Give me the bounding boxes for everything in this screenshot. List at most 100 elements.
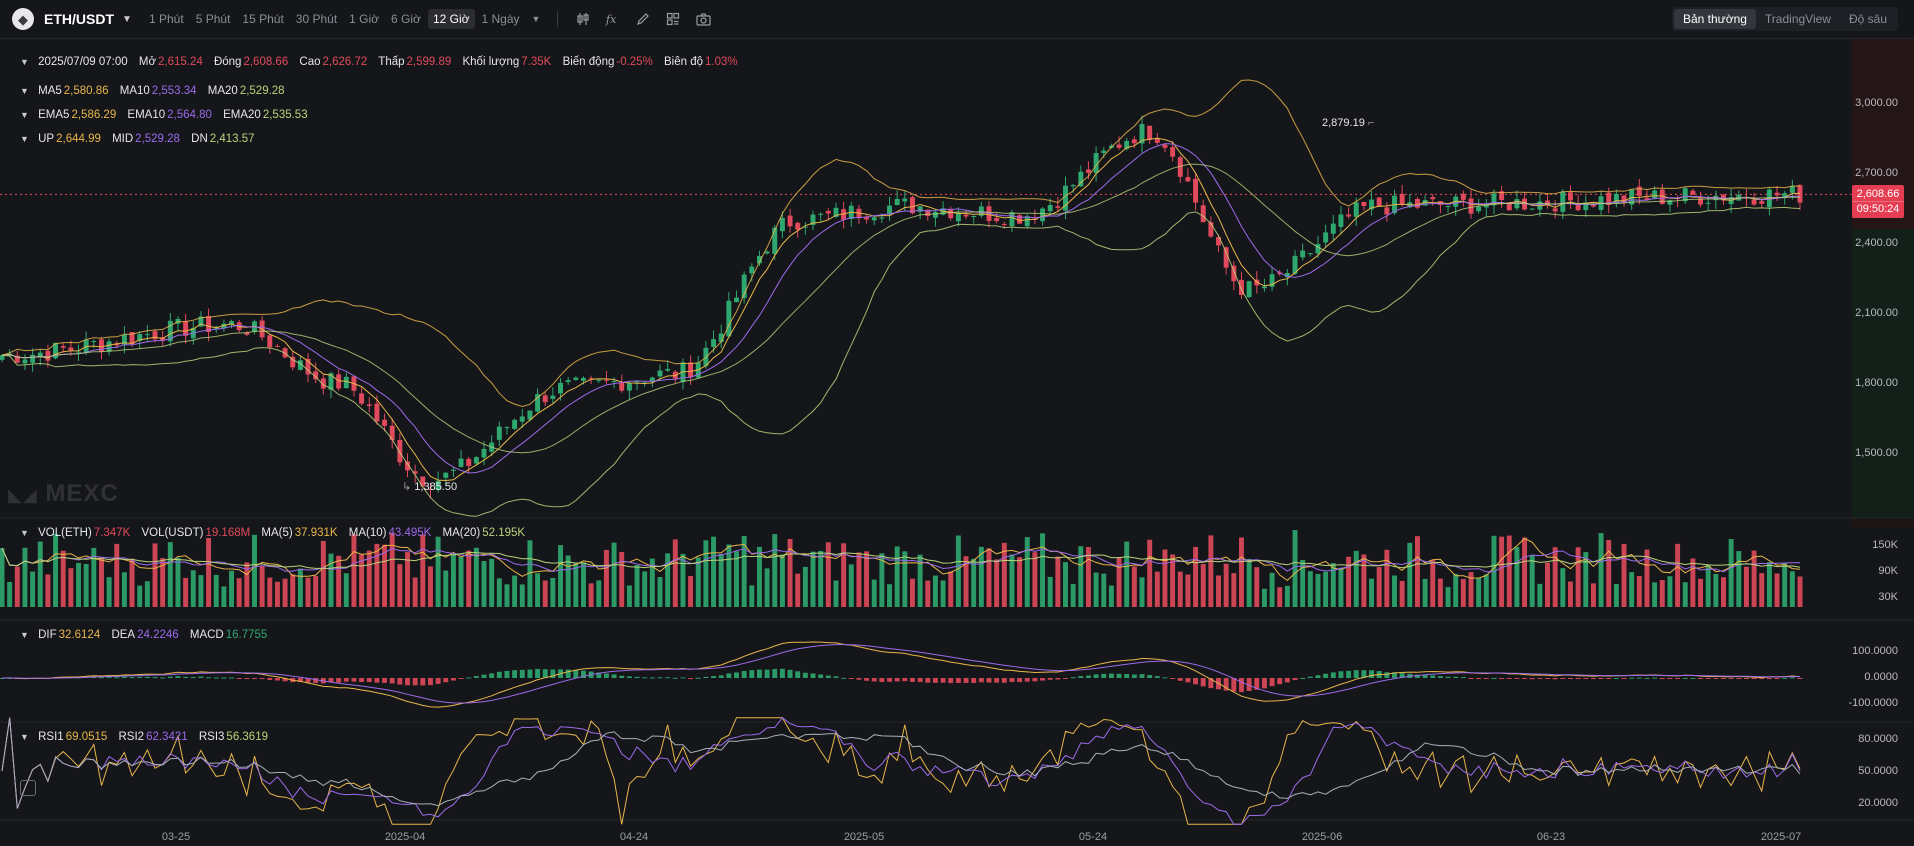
candle-body [297, 360, 303, 370]
interval-1d[interactable]: 1 Ngày [481, 12, 520, 26]
candle-body [1154, 137, 1160, 143]
vol-usdt-value: 19.168M [205, 527, 251, 539]
volume-bar [1185, 574, 1191, 607]
volume-bar [458, 556, 464, 607]
volume-bar [183, 577, 189, 607]
draw-pencil-icon[interactable] [628, 12, 658, 26]
candle-body [320, 378, 326, 389]
volume-bar [825, 542, 831, 607]
volume-bar [1721, 577, 1726, 607]
macd-histogram-bar [1246, 678, 1252, 691]
open-value: 2,615.24 [157, 56, 203, 68]
macd-histogram-bar [596, 672, 602, 678]
indicator-fx-icon[interactable]: fx [598, 12, 628, 26]
interval-1m[interactable]: 1 Phút [149, 12, 184, 26]
volume-bar [1238, 537, 1244, 607]
volume-bar [1636, 575, 1642, 607]
volume-bar [37, 541, 43, 607]
candle-type-icon[interactable] [568, 12, 598, 26]
interval-bar: 1 Phút 5 Phút 15 Phút 30 Phút 1 Giờ 6 Gi… [144, 0, 718, 38]
volume-bar [83, 563, 89, 607]
volume-bar [1713, 573, 1719, 607]
volume-bar [1032, 552, 1038, 607]
candle-body [749, 266, 755, 274]
volume-bar [259, 565, 265, 607]
mode-depth[interactable]: Độ sâu [1848, 12, 1887, 26]
volume-bar [810, 551, 816, 607]
candle-body [1001, 223, 1007, 226]
chevron-down-icon[interactable]: ▼ [20, 630, 29, 640]
vol-eth-label: VOL(ETH) [38, 527, 92, 539]
chevron-down-icon[interactable]: ▼ [20, 134, 29, 144]
chevron-down-icon[interactable]: ▼ [122, 13, 132, 25]
interval-12h[interactable]: 12 Giờ [427, 9, 475, 29]
candle-body [405, 461, 410, 471]
interval-15m[interactable]: 15 Phút [242, 12, 284, 26]
candle-body [22, 359, 28, 364]
chevron-down-icon[interactable]: ▼ [20, 86, 29, 96]
volume-bar [412, 577, 418, 607]
dif-value: 32.6124 [58, 629, 101, 641]
macd-histogram-bar [1514, 678, 1520, 679]
volume-bar [527, 540, 533, 607]
candle-body [1789, 185, 1795, 193]
candle-body [45, 351, 51, 361]
chevron-down-icon[interactable]: ▼ [20, 110, 29, 120]
mode-tradingview[interactable]: TradingView [1764, 12, 1831, 26]
macd-histogram-bar [1208, 678, 1214, 689]
candle-body [1307, 253, 1313, 255]
macd-histogram-bar [259, 678, 265, 680]
interval-1h[interactable]: 1 Giờ [349, 12, 380, 26]
camera-icon[interactable] [688, 12, 718, 26]
volume-bar [1522, 537, 1528, 607]
candle-body [787, 215, 793, 227]
rsi2-line [1, 717, 1801, 825]
chart-canvas[interactable] [0, 39, 1914, 846]
chevron-down-icon[interactable]: ▼ [20, 57, 29, 67]
candle-body [152, 331, 158, 340]
macd-histogram-bar [1116, 673, 1122, 678]
candle-body [1468, 198, 1474, 214]
low-value: 2,599.89 [406, 56, 452, 68]
volume-bar [1063, 562, 1068, 607]
volume-bar [1307, 571, 1313, 607]
macd-histogram-bar [519, 669, 525, 678]
candle-body [512, 419, 518, 429]
settings-toggle-icon[interactable] [20, 780, 36, 796]
macd-histogram-bar [435, 678, 441, 684]
macd-histogram-bar [1384, 672, 1390, 678]
candle-body [1078, 171, 1084, 187]
macd-histogram-bar [466, 677, 472, 679]
interval-30m[interactable]: 30 Phút [295, 12, 338, 26]
chevron-down-icon[interactable]: ▼ [531, 14, 541, 24]
volume-bar [749, 585, 755, 607]
macd-histogram-bar [382, 678, 388, 683]
vol-ma20-line [1, 547, 1801, 569]
volume-bar [1751, 550, 1757, 607]
layout-grid-icon[interactable] [658, 12, 688, 26]
candle-body [581, 377, 586, 381]
macd-histogram-bar [634, 676, 640, 678]
macd-histogram-bar [1032, 678, 1038, 682]
volume-bar [244, 562, 250, 607]
candle-body [1652, 190, 1658, 199]
candle-body [305, 358, 311, 375]
volume-bar [841, 543, 847, 607]
volume-bar [236, 578, 242, 607]
macd-histogram-bar [512, 670, 518, 678]
mode-basic[interactable]: Bản thường [1673, 9, 1756, 29]
interval-6h[interactable]: 6 Giờ [391, 12, 421, 26]
symbol-selector[interactable]: ETH/USDT [44, 11, 114, 27]
rsi-legend: ▼ RSI1 69.0515 RSI2 62.3421 RSI3 56.3619 [20, 731, 276, 743]
macd-histogram-bar [1598, 678, 1604, 679]
chevron-down-icon[interactable]: ▼ [20, 528, 29, 538]
volume-bar [1009, 554, 1015, 607]
chevron-down-icon[interactable]: ▼ [20, 732, 29, 742]
macd-histogram-bar [611, 674, 617, 678]
toolbar: ◆ ETH/USDT ▼ 1 Phút 5 Phút 15 Phút 30 Ph… [0, 0, 1914, 39]
interval-5m[interactable]: 5 Phút [195, 12, 231, 26]
volume-bar [221, 586, 227, 607]
macd-histogram-bar [167, 676, 173, 678]
volume-bar [535, 573, 541, 607]
volume-bar [282, 578, 288, 607]
